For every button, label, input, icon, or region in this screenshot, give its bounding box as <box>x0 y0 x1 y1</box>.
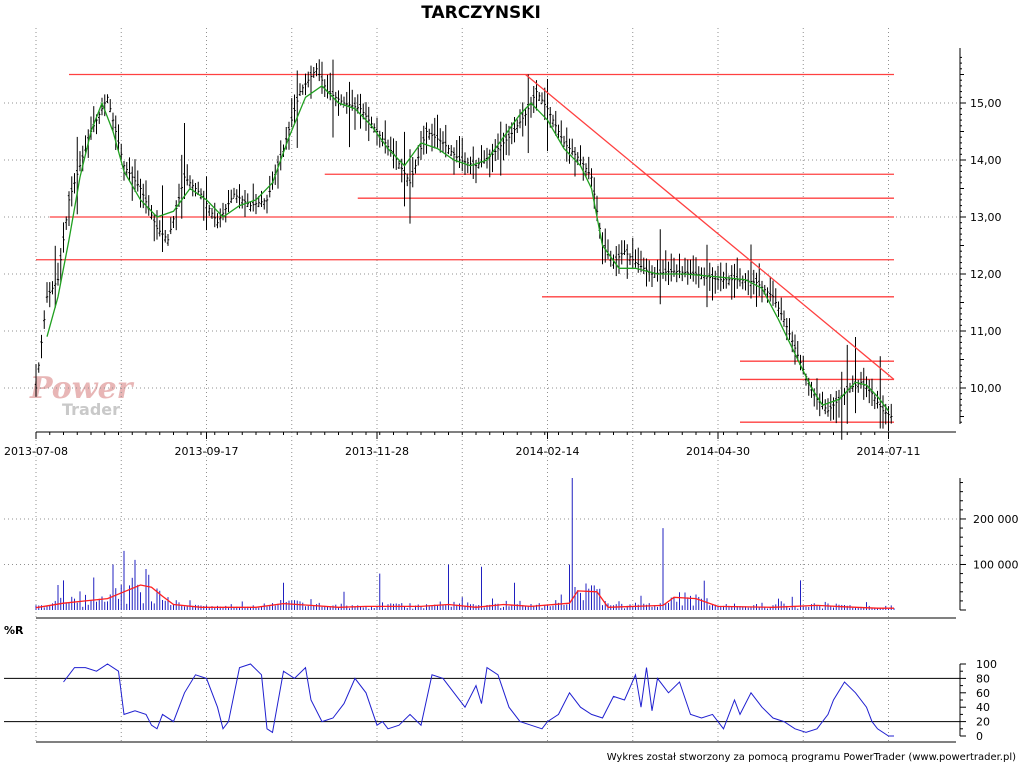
williams-r-y-tick-label: 100 <box>976 658 997 671</box>
williams-r-line <box>63 663 894 737</box>
williams-r-label: %R <box>4 624 24 637</box>
volume-moving-average-line <box>35 584 894 609</box>
footer-credit: Wykres został stworzony za pomocą progra… <box>607 752 1016 763</box>
price-x-tick-label: 2014-02-14 <box>516 445 580 458</box>
price-y-tick-label: 15,00 <box>970 97 1002 110</box>
williams-r-y-tick-label: 40 <box>976 701 990 714</box>
volume-y-tick-label: 100 000 <box>973 558 1019 571</box>
watermark-line2: Trader <box>62 400 120 419</box>
price-x-tick-label: 2013-09-17 <box>175 445 239 458</box>
support-resistance-lines <box>36 73 894 423</box>
price-axes: 10,00 11,00 12,00 13,00 14,00 15,00 2013-07-08… <box>4 48 1002 458</box>
price-x-tick-label: 2014-07-11 <box>857 445 921 458</box>
price-y-tick-label: 12,00 <box>970 268 1002 281</box>
price-y-tick-label: 14,00 <box>970 154 1002 167</box>
williams-r-y-tick-label: 60 <box>976 687 990 700</box>
watermark-line1: Power <box>29 371 135 406</box>
williams-r-y-tick-label: 20 <box>976 716 990 729</box>
price-y-tick-label: 10,00 <box>970 382 1002 395</box>
price-x-tick-label: 2014-04-30 <box>686 445 750 458</box>
downtrend-line <box>525 73 895 380</box>
williams-r-y-tick-label: 0 <box>976 730 983 743</box>
price-panel: 10,00 11,00 12,00 13,00 14,00 15,00 2013-07-08… <box>4 3 1002 742</box>
williams-r-grid <box>4 677 960 743</box>
volume-panel: 100 000 200 000 <box>4 478 1019 619</box>
williams-r-y-tick-label: 80 <box>976 672 990 685</box>
price-x-tick-label: 2013-11-28 <box>345 445 409 458</box>
price-x-tick-label: 2013-07-08 <box>4 445 68 458</box>
price-y-tick-label: 11,00 <box>970 325 1002 338</box>
price-grid <box>4 28 960 742</box>
volume-grid <box>4 518 960 565</box>
volume-y-tick-label: 200 000 <box>973 513 1019 526</box>
price-y-tick-label: 13,00 <box>970 211 1002 224</box>
powertrader-watermark: Power Trader <box>29 371 135 419</box>
price-moving-average-line <box>46 85 890 412</box>
chart-title: TARCZYNSKI <box>421 3 541 23</box>
volume-axes: 100 000 200 000 <box>36 478 1019 619</box>
